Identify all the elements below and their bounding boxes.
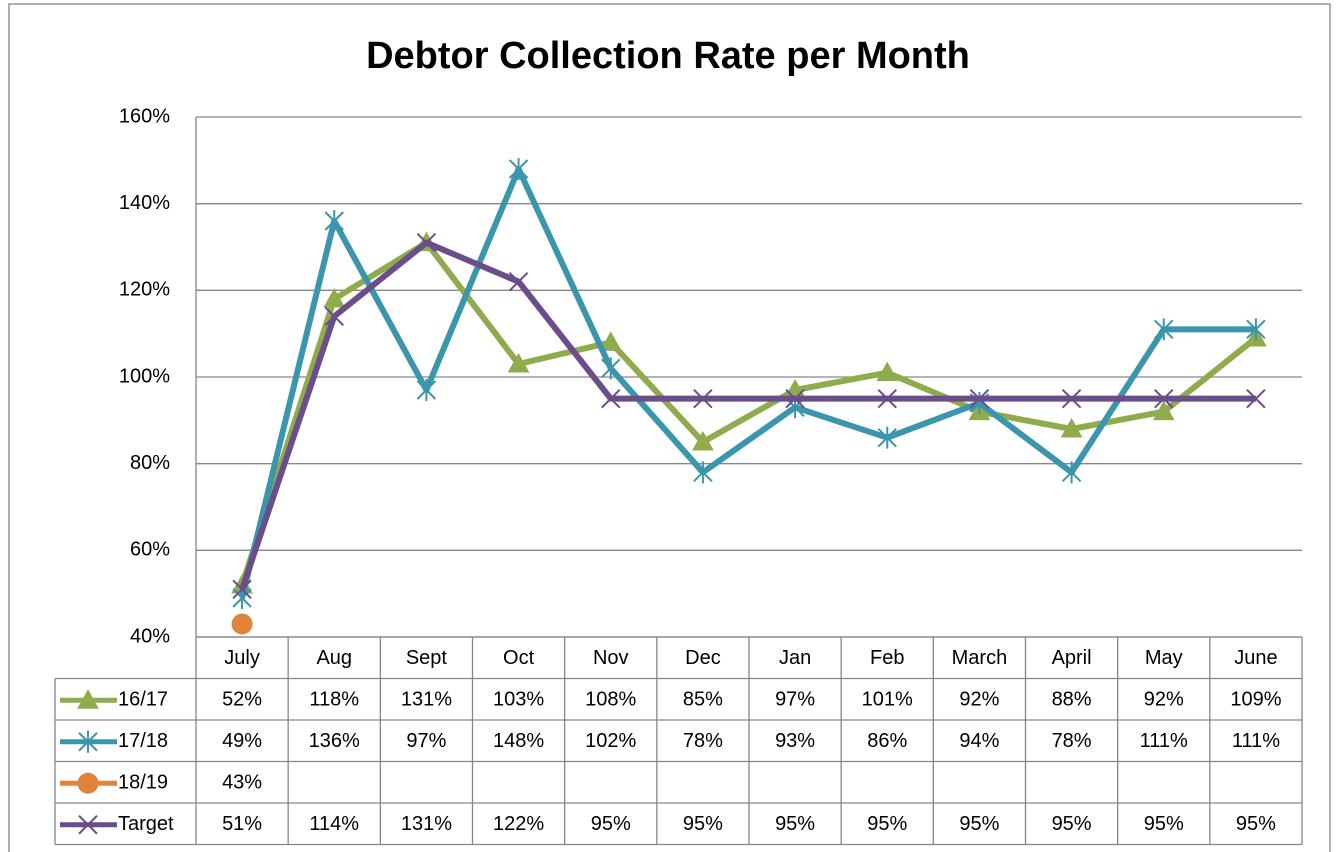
legend-label: 17/18 (118, 730, 168, 752)
table-value: 51% (222, 813, 262, 835)
marker (1154, 388, 1174, 409)
legend-label: 16/17 (118, 689, 168, 711)
table-value: 92% (1144, 689, 1184, 711)
y-tick-label: 60% (130, 539, 170, 561)
table-value: 148% (493, 730, 544, 752)
marker (508, 271, 529, 292)
table-value: 103% (493, 689, 544, 711)
table-value: 95% (775, 813, 815, 835)
x-tick-label: March (952, 647, 1008, 669)
chart-title: Debtor Collection Rate per Month (366, 35, 970, 77)
marker (692, 430, 714, 451)
marker (876, 361, 899, 382)
chart-border (8, 3, 1331, 852)
table-value: 108% (585, 689, 636, 711)
y-tick-label: 100% (119, 365, 170, 387)
marker (693, 388, 713, 409)
table-value: 111% (1232, 730, 1280, 752)
marker (324, 210, 344, 232)
table-value: 95% (683, 813, 723, 835)
table-value: 86% (867, 730, 907, 752)
table-value: 97% (406, 730, 446, 752)
marker (77, 689, 99, 709)
marker (1246, 318, 1266, 341)
marker (1060, 417, 1083, 438)
x-tick-label: June (1234, 647, 1277, 669)
marker (601, 388, 621, 409)
x-tick-label: Feb (870, 647, 904, 669)
marker (323, 287, 346, 308)
marker (877, 426, 897, 449)
y-tick-label: 120% (119, 279, 170, 301)
marker (78, 815, 98, 835)
table-value: 95% (1052, 813, 1092, 835)
table-value: 114% (309, 813, 359, 835)
x-tick-label: July (224, 647, 260, 669)
marker (1152, 400, 1175, 421)
marker (1246, 388, 1266, 409)
x-tick-label: Aug (316, 647, 352, 669)
y-tick-label: 40% (130, 625, 170, 647)
x-tick-label: Dec (685, 647, 721, 669)
table-value: 95% (591, 813, 631, 835)
table-value: 122% (493, 813, 544, 835)
table-value: 49% (222, 730, 262, 752)
table-value: 88% (1052, 689, 1092, 711)
y-tick-label: 140% (119, 192, 170, 214)
marker (507, 352, 530, 373)
y-tick-label: 80% (130, 452, 170, 474)
marker (232, 579, 252, 600)
legend-label: Target (118, 813, 174, 835)
marker (508, 158, 529, 180)
table-value: 131% (401, 813, 452, 835)
table-value: 78% (1052, 730, 1092, 752)
table-value: 111% (1140, 730, 1188, 752)
marker (231, 613, 253, 635)
table-value: 102% (585, 730, 636, 752)
table-value: 95% (959, 813, 999, 835)
table-value: 93% (775, 730, 815, 752)
table-value: 101% (862, 689, 913, 711)
table-value: 85% (683, 689, 723, 711)
series-line (239, 239, 1256, 591)
marker (77, 772, 99, 794)
table-value: 43% (222, 772, 262, 794)
table-value: 109% (1230, 689, 1281, 711)
x-tick-label: Sept (406, 647, 448, 669)
table-value: 52% (222, 689, 262, 711)
marker (969, 388, 990, 409)
x-tick-label: April (1052, 647, 1092, 669)
legend-label: 18/19 (118, 772, 168, 794)
table-value: 95% (1144, 813, 1184, 835)
marker (324, 306, 344, 327)
x-tick-label: May (1145, 647, 1183, 669)
marker (877, 388, 897, 409)
marker (693, 461, 713, 484)
table-value: 95% (867, 813, 907, 835)
y-tick-label: 160% (119, 105, 170, 127)
marker (78, 730, 98, 753)
table-value: 95% (1236, 813, 1276, 835)
marker (416, 232, 437, 253)
table-value: 94% (959, 730, 999, 752)
marker (785, 388, 805, 409)
table-value: 97% (775, 689, 815, 711)
marker (1154, 318, 1174, 341)
marker (416, 379, 437, 401)
marker (1061, 461, 1082, 484)
marker (1061, 388, 1082, 409)
table-value: 131% (401, 689, 452, 711)
table-value: 118% (309, 689, 359, 711)
x-tick-label: Oct (503, 647, 535, 669)
table-value: 136% (309, 730, 360, 752)
table-value: 92% (959, 689, 999, 711)
x-tick-label: Nov (593, 647, 629, 669)
series-line (239, 239, 1258, 586)
marker (599, 331, 622, 351)
x-tick-label: Jan (779, 647, 811, 669)
marker (601, 357, 621, 380)
table-value: 78% (683, 730, 723, 752)
series-line (239, 166, 1256, 599)
